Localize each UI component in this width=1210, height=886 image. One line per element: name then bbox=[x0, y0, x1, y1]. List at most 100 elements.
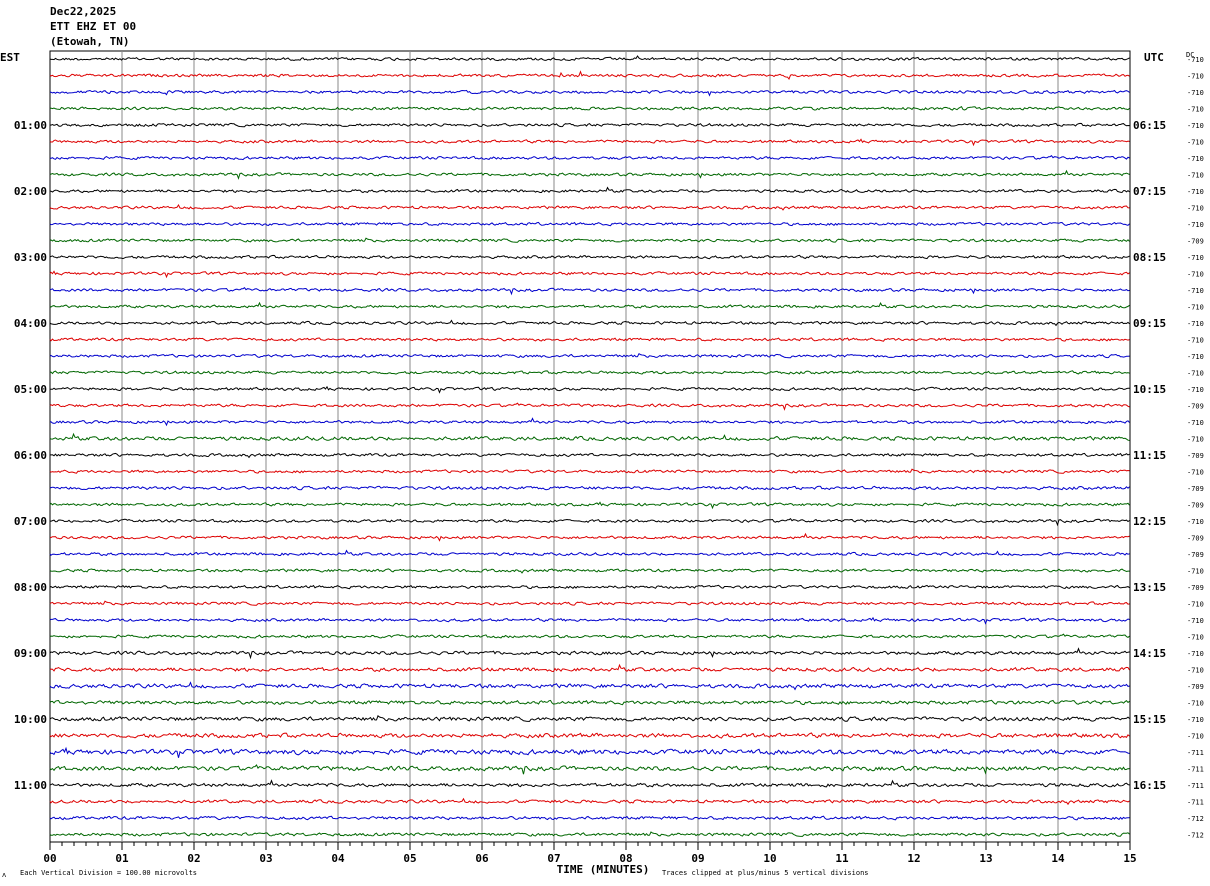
seismic-trace bbox=[49, 55, 1130, 62]
est-hour-label: 10:00 bbox=[14, 713, 47, 726]
dc-offset-value: -709 bbox=[1187, 551, 1204, 559]
seismic-trace bbox=[49, 663, 1130, 673]
utc-hour-label: 08:15 bbox=[1133, 251, 1166, 264]
x-tick-label: 04 bbox=[331, 852, 345, 865]
dc-offset-value: -710 bbox=[1187, 419, 1204, 427]
x-tick-label: 07 bbox=[547, 852, 560, 865]
seismic-trace bbox=[49, 138, 1130, 147]
est-hour-label: 04:00 bbox=[14, 317, 47, 330]
seismic-trace bbox=[50, 532, 1130, 542]
dc-offset-value: -710 bbox=[1187, 650, 1204, 658]
dc-offset-value: -710 bbox=[1187, 122, 1204, 130]
seismic-trace bbox=[49, 270, 1130, 279]
dc-offset-value: -710 bbox=[1187, 716, 1204, 724]
seismic-trace bbox=[49, 600, 1130, 606]
x-tick-label: 09 bbox=[691, 852, 704, 865]
x-tick-label: 06 bbox=[475, 852, 489, 865]
utc-hour-label: 12:15 bbox=[1133, 515, 1166, 528]
dc-offset-value: -711 bbox=[1187, 749, 1204, 757]
corner-mark: ᴧ bbox=[2, 871, 6, 879]
x-tick-label: 08 bbox=[619, 852, 632, 865]
x-tick-label: 11 bbox=[835, 852, 849, 865]
dc-offset-value: -710 bbox=[1187, 634, 1204, 642]
dc-offset-value: -710 bbox=[1187, 469, 1204, 477]
scale-note: Each Vertical Division = 100.00 microvol… bbox=[20, 869, 197, 877]
est-hour-label: 08:00 bbox=[14, 581, 47, 594]
est-hour-label: 09:00 bbox=[14, 647, 47, 660]
seismic-trace bbox=[49, 122, 1130, 128]
seismic-trace bbox=[49, 616, 1130, 625]
dc-label: DC bbox=[1186, 51, 1194, 59]
seismic-trace bbox=[49, 485, 1130, 491]
seismic-trace bbox=[49, 432, 1130, 442]
dc-offset-value: -710 bbox=[1187, 287, 1204, 295]
seismic-trace bbox=[49, 518, 1130, 527]
x-tick-label: 01 bbox=[115, 852, 129, 865]
dc-offset-value: -711 bbox=[1187, 782, 1204, 790]
seismic-trace bbox=[49, 237, 1130, 243]
x-tick-label: 05 bbox=[403, 852, 416, 865]
seismic-trace bbox=[49, 633, 1130, 639]
dc-offset-value: -710 bbox=[1187, 73, 1204, 81]
plot-frame bbox=[49, 50, 1131, 843]
utc-hour-label: 06:15 bbox=[1133, 119, 1166, 132]
record-date: Dec22,2025 bbox=[50, 5, 117, 18]
seismic-trace bbox=[49, 732, 1130, 739]
seismic-trace bbox=[49, 714, 1130, 722]
dc-offset-value: -709 bbox=[1187, 584, 1204, 592]
dc-offset-value: -710 bbox=[1187, 89, 1204, 97]
seismic-trace bbox=[49, 831, 1130, 837]
dc-offset-value: -709 bbox=[1187, 535, 1204, 543]
seismic-trace bbox=[49, 287, 1130, 296]
seismic-trace bbox=[49, 468, 1130, 474]
est-hour-label: 05:00 bbox=[14, 383, 47, 396]
x-tick-label: 00 bbox=[43, 852, 56, 865]
x-tick-label: 03 bbox=[259, 852, 272, 865]
dc-offset-value: -710 bbox=[1187, 436, 1204, 444]
dc-offset-value: -710 bbox=[1187, 667, 1204, 675]
station-code: ETT EHZ ET 00 bbox=[50, 20, 137, 33]
utc-zone-label: UTC bbox=[1144, 51, 1164, 64]
dc-offset-value: -710 bbox=[1187, 139, 1204, 147]
seismic-trace bbox=[49, 501, 1130, 510]
seismic-trace bbox=[49, 402, 1130, 411]
seismic-trace bbox=[49, 452, 1130, 459]
dc-offset-value: -712 bbox=[1187, 815, 1204, 823]
seismic-trace bbox=[49, 417, 1130, 427]
clip-note: Traces clipped at plus/minus 5 vertical … bbox=[662, 869, 869, 877]
seismic-trace bbox=[49, 352, 1130, 359]
seismic-trace bbox=[49, 779, 1130, 788]
seismic-trace bbox=[49, 169, 1130, 180]
seismic-trace bbox=[49, 797, 1130, 806]
seismic-trace bbox=[49, 186, 1130, 194]
x-tick-label: 14 bbox=[1051, 852, 1065, 865]
seismic-trace bbox=[49, 568, 1130, 574]
x-tick-label: 15 bbox=[1123, 852, 1136, 865]
seismic-trace bbox=[49, 764, 1130, 775]
est-zone-label: EST bbox=[0, 51, 20, 64]
seismic-trace bbox=[49, 681, 1130, 691]
utc-hour-label: 13:15 bbox=[1133, 581, 1166, 594]
seismic-trace bbox=[49, 89, 1130, 97]
x-tick-label: 13 bbox=[979, 852, 992, 865]
x-tick-label: 12 bbox=[907, 852, 920, 865]
utc-hour-label: 11:15 bbox=[1133, 449, 1166, 462]
dc-offset-value: -710 bbox=[1187, 188, 1204, 196]
dc-offset-value: -709 bbox=[1187, 502, 1204, 510]
seismic-trace bbox=[49, 254, 1130, 260]
dc-offset-value: -710 bbox=[1187, 106, 1204, 114]
dc-offset-value: -710 bbox=[1187, 386, 1204, 394]
seismic-trace bbox=[49, 815, 1130, 821]
seismic-trace bbox=[49, 385, 1130, 394]
est-hour-label: 07:00 bbox=[14, 515, 47, 528]
seismic-trace bbox=[49, 647, 1130, 660]
dc-offset-value: -711 bbox=[1187, 799, 1204, 807]
dc-offset-value: -709 bbox=[1187, 238, 1204, 246]
utc-hour-label: 15:15 bbox=[1133, 713, 1166, 726]
seismic-trace bbox=[49, 699, 1130, 706]
dc-offset-value: -709 bbox=[1187, 452, 1204, 460]
est-hour-label: 06:00 bbox=[14, 449, 47, 462]
seismic-trace bbox=[49, 584, 1130, 590]
seismic-trace bbox=[49, 746, 1130, 758]
dc-offset-value: -710 bbox=[1187, 568, 1204, 576]
